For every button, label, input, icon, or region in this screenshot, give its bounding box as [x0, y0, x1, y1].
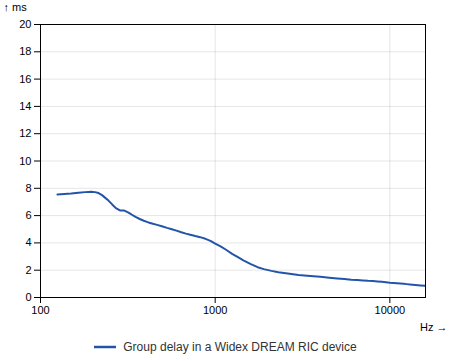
svg-text:4: 4 — [25, 236, 31, 248]
svg-text:2: 2 — [25, 264, 31, 276]
svg-text:↑ ms: ↑ ms — [4, 1, 28, 13]
svg-text:14: 14 — [19, 100, 31, 112]
svg-text:100: 100 — [31, 304, 49, 316]
html-text:Group delay in a Widex DREAM R: Group delay in a Widex DREAM RIC device — [123, 340, 357, 354]
svg-text:20: 20 — [19, 18, 31, 30]
svg-text:8: 8 — [25, 182, 31, 194]
svg-text:0: 0 — [25, 291, 31, 303]
svg-text:10: 10 — [19, 155, 31, 167]
svg-text:10000: 10000 — [375, 304, 406, 316]
svg-text:16: 16 — [19, 73, 31, 85]
svg-text:6: 6 — [25, 209, 31, 221]
svg-text:1000: 1000 — [203, 304, 227, 316]
svg-text:18: 18 — [19, 45, 31, 57]
svg-text:Hz →: Hz → — [420, 321, 448, 333]
svg-text:12: 12 — [19, 127, 31, 139]
